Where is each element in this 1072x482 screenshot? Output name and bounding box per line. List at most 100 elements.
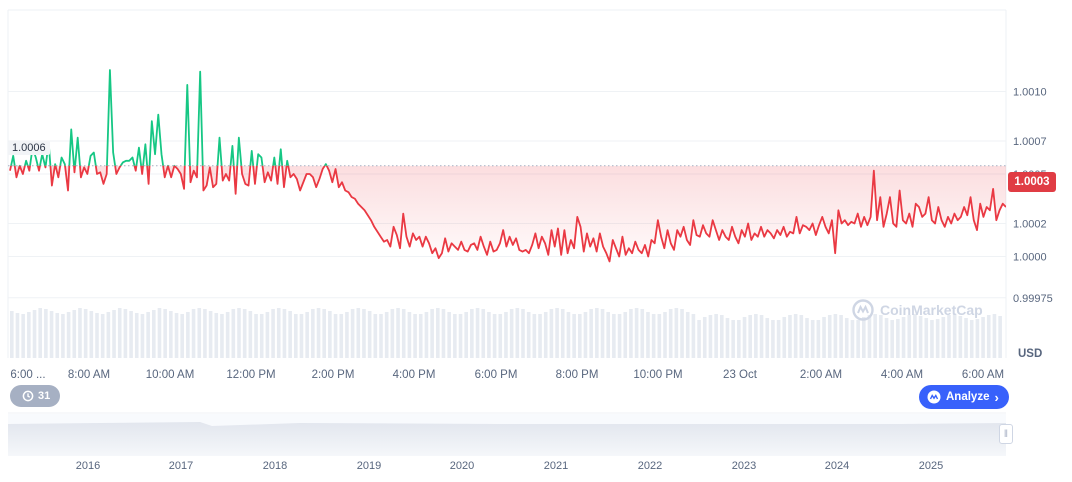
analyze-button[interactable]: Analyze › xyxy=(919,385,1009,409)
volume-bar xyxy=(810,320,815,358)
volume-bar xyxy=(583,312,588,358)
y-tick-label: 1.0007 xyxy=(1013,136,1047,148)
volume-bar xyxy=(816,320,821,358)
volume-bar xyxy=(725,318,730,358)
volume-bar xyxy=(663,312,667,358)
range-slider-handle[interactable]: ‖ xyxy=(999,424,1013,444)
volume-bar xyxy=(328,311,332,358)
volume-bar xyxy=(481,309,486,358)
volume-bar xyxy=(737,320,741,358)
volume-bar xyxy=(634,308,639,358)
volume-bar xyxy=(333,314,338,358)
volume-bar xyxy=(549,309,554,358)
volume-bar xyxy=(282,309,287,358)
volume-bar xyxy=(896,319,900,358)
volume-bar xyxy=(237,308,241,358)
volume-bar xyxy=(21,314,25,358)
volume-bar xyxy=(918,316,923,358)
x-tick-label: 23 Oct xyxy=(723,369,758,381)
volume-bar xyxy=(106,312,111,358)
volume-bar xyxy=(827,315,832,358)
volume-bar xyxy=(964,318,968,358)
volume-bar xyxy=(140,314,145,358)
volume-bar xyxy=(208,311,213,358)
volume-bar xyxy=(969,320,974,358)
volume-bar xyxy=(651,314,656,358)
volume-bar xyxy=(242,309,247,358)
volume-bar xyxy=(413,314,417,358)
volume-bar xyxy=(214,313,219,358)
volume-bar xyxy=(668,309,673,358)
volume-bar xyxy=(560,309,565,358)
x-tick-label: 8:00 AM xyxy=(68,369,110,381)
volume-bar xyxy=(742,317,747,358)
watermark: CoinMarketCap xyxy=(852,299,983,321)
volume-bar xyxy=(78,308,82,358)
volume-bar xyxy=(396,308,400,358)
volume-bar xyxy=(913,314,917,358)
volume-bar xyxy=(697,320,701,358)
volume-bar xyxy=(986,315,991,358)
volume-bar xyxy=(765,318,770,358)
watermark-text: CoinMarketCap xyxy=(880,302,983,318)
volume-bar xyxy=(657,314,662,358)
x-tick-label: 6:00 AM xyxy=(962,369,1004,381)
volume-bar xyxy=(566,312,571,358)
reference-price-label: 1.0006 xyxy=(8,141,50,155)
volume-bar xyxy=(316,308,321,358)
volume-bar xyxy=(623,312,628,358)
volume-bar xyxy=(220,314,224,358)
volume-bar xyxy=(356,308,361,358)
volume-bar xyxy=(265,312,270,358)
volume-bar xyxy=(10,311,14,358)
volume-bar xyxy=(998,316,1002,358)
analyze-icon xyxy=(927,390,941,404)
volume-bar xyxy=(805,318,809,358)
navigator-year-label: 2020 xyxy=(450,460,474,472)
volume-bar xyxy=(907,315,912,358)
navigator-year-label: 2019 xyxy=(357,460,381,472)
volume-bar xyxy=(44,309,48,358)
volume-bar xyxy=(441,309,446,358)
volume-bar xyxy=(890,320,894,358)
volume-bar xyxy=(203,309,207,358)
below-reference-area xyxy=(10,165,1006,262)
volume-bar xyxy=(595,308,599,358)
volume-bar xyxy=(123,309,128,358)
volume-bar xyxy=(776,320,781,358)
volume-bar xyxy=(935,319,940,358)
volume-bar xyxy=(197,308,202,358)
volume-bar xyxy=(339,314,344,358)
volume-bar xyxy=(15,313,20,358)
x-tick-label: 12:00 PM xyxy=(226,369,275,381)
volume-bar xyxy=(430,309,434,358)
navigator-year-label: 2022 xyxy=(638,460,662,472)
volume-bar xyxy=(521,309,525,358)
volume-bar xyxy=(248,311,253,358)
analyze-label: Analyze xyxy=(946,391,990,403)
volume-bar xyxy=(367,311,372,358)
volume-bar xyxy=(305,312,309,358)
volume-bar xyxy=(163,309,167,358)
price-line-down xyxy=(9,165,1006,263)
volume-bar xyxy=(191,309,196,358)
volume-bar xyxy=(436,308,440,358)
volume-bar xyxy=(947,315,951,358)
volume-bar xyxy=(731,320,735,358)
volume-bar xyxy=(299,314,304,358)
navigator-year-label: 2017 xyxy=(169,460,193,472)
volume-bar xyxy=(470,309,474,358)
volume-bar xyxy=(66,312,71,358)
volume-bar xyxy=(225,312,230,358)
navigator-year-label: 2018 xyxy=(263,460,287,472)
volume-bar xyxy=(259,314,264,358)
volume-bar xyxy=(771,320,775,358)
volume-bar xyxy=(714,314,718,358)
volume-bar xyxy=(373,314,378,358)
events-button[interactable]: 31 xyxy=(10,385,61,407)
volume-bar xyxy=(759,315,764,358)
volume-bar xyxy=(572,314,576,358)
volume-bar xyxy=(55,313,60,358)
volume-bar xyxy=(498,314,503,358)
